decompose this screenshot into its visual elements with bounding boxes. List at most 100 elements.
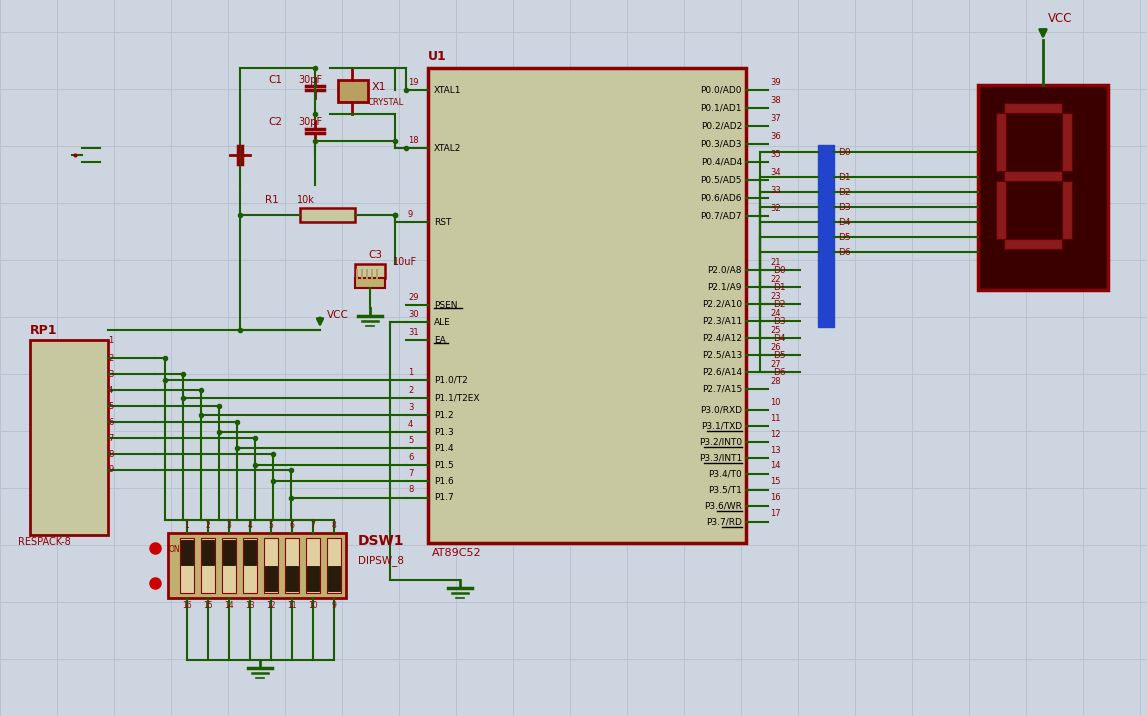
Text: D0: D0 (773, 266, 786, 274)
Bar (1004, 103, 1062, 113)
Bar (244, 540, 256, 565)
Text: 6: 6 (108, 417, 114, 427)
Bar (327, 538, 341, 593)
Bar (307, 566, 319, 591)
Text: P3.2/INT0: P3.2/INT0 (699, 437, 742, 447)
Text: P0.0/AD0: P0.0/AD0 (701, 85, 742, 95)
Text: 15: 15 (203, 601, 213, 611)
Text: 10: 10 (309, 601, 318, 611)
Text: 23: 23 (770, 291, 781, 301)
Text: P0.1/AD1: P0.1/AD1 (701, 104, 742, 112)
Text: P2.0/A8: P2.0/A8 (708, 266, 742, 274)
Text: R1: R1 (265, 195, 279, 205)
Text: 2: 2 (408, 385, 413, 395)
Bar (301, 208, 356, 222)
Text: 10uF: 10uF (393, 257, 418, 267)
Text: 15: 15 (770, 478, 780, 486)
Text: C2: C2 (268, 117, 282, 127)
Text: DIPSW_8: DIPSW_8 (358, 556, 404, 566)
Bar (818, 145, 834, 327)
Text: X1: X1 (372, 82, 387, 92)
Text: P0.4/AD4: P0.4/AD4 (701, 158, 742, 167)
Text: P1.4: P1.4 (434, 443, 453, 453)
Bar (356, 264, 385, 278)
Text: RP1: RP1 (30, 324, 57, 337)
Text: P2.3/A11: P2.3/A11 (702, 316, 742, 326)
Text: 36: 36 (770, 132, 781, 140)
Text: D0: D0 (838, 147, 851, 157)
Text: P2.1/A9: P2.1/A9 (708, 283, 742, 291)
Text: D3: D3 (838, 203, 851, 211)
Text: 10k: 10k (297, 195, 315, 205)
Text: 19: 19 (408, 77, 419, 87)
Text: 17: 17 (770, 510, 781, 518)
Bar (1004, 239, 1062, 249)
Text: 7: 7 (108, 433, 114, 442)
Text: 10: 10 (770, 397, 780, 407)
Text: P0.6/AD6: P0.6/AD6 (701, 193, 742, 203)
Text: D2: D2 (838, 188, 850, 196)
Text: 32: 32 (770, 203, 781, 213)
Bar (996, 181, 1006, 239)
Text: 14: 14 (770, 462, 780, 470)
Text: P3.0/RXD: P3.0/RXD (700, 405, 742, 415)
Text: 4: 4 (108, 385, 114, 395)
Text: P1.7: P1.7 (434, 493, 454, 503)
Text: D1: D1 (838, 173, 851, 181)
Bar (328, 566, 340, 591)
Text: D4: D4 (773, 334, 786, 342)
Bar (996, 113, 1006, 171)
Text: XTAL2: XTAL2 (434, 143, 461, 153)
Bar (1004, 171, 1062, 181)
Bar (338, 80, 368, 102)
Text: P2.4/A12: P2.4/A12 (702, 334, 742, 342)
Text: P1.0/T2: P1.0/T2 (434, 375, 468, 384)
Text: D5: D5 (838, 233, 851, 241)
Bar (243, 538, 257, 593)
Text: VCC: VCC (1048, 11, 1072, 24)
Text: P1.6: P1.6 (434, 477, 454, 485)
Text: RST: RST (434, 218, 452, 226)
Bar (1062, 181, 1072, 239)
Text: 30: 30 (408, 309, 419, 319)
Text: D4: D4 (838, 218, 850, 226)
Text: 27: 27 (770, 359, 781, 369)
Text: C1: C1 (268, 75, 282, 85)
Text: 26: 26 (770, 342, 781, 352)
Text: DSW1: DSW1 (358, 534, 405, 548)
Text: P0.2/AD2: P0.2/AD2 (701, 122, 742, 130)
Bar (223, 538, 236, 593)
Text: P1.2: P1.2 (434, 410, 453, 420)
Text: 29: 29 (408, 293, 419, 301)
Text: U1: U1 (428, 49, 446, 62)
Text: 7: 7 (311, 521, 315, 530)
Text: 5: 5 (268, 521, 273, 530)
Bar (264, 538, 278, 593)
Bar (428, 68, 746, 543)
Text: 3: 3 (408, 402, 413, 412)
Bar (202, 540, 214, 565)
Text: D6: D6 (773, 367, 786, 377)
Text: VCC: VCC (327, 310, 349, 320)
Bar (201, 538, 214, 593)
Bar (286, 566, 298, 591)
Text: P3.7/RD: P3.7/RD (707, 518, 742, 526)
Text: 2: 2 (205, 521, 210, 530)
Text: 22: 22 (770, 274, 780, 284)
Text: 9: 9 (408, 210, 413, 218)
Bar (30, 340, 108, 535)
Text: 30pF: 30pF (298, 117, 322, 127)
Text: P2.5/A13: P2.5/A13 (702, 351, 742, 359)
Text: P0.5/AD5: P0.5/AD5 (701, 175, 742, 185)
Text: 1: 1 (108, 336, 114, 344)
Text: AT89C52: AT89C52 (432, 548, 482, 558)
Text: P3.3/INT1: P3.3/INT1 (699, 453, 742, 463)
Text: EA: EA (434, 336, 446, 344)
Text: 3: 3 (108, 369, 114, 379)
Text: ON: ON (169, 544, 180, 553)
Text: 37: 37 (770, 114, 781, 122)
Text: 21: 21 (770, 258, 780, 266)
Text: 38: 38 (770, 95, 781, 105)
Text: P1.5: P1.5 (434, 460, 454, 470)
Text: P1.1/T2EX: P1.1/T2EX (434, 394, 479, 402)
